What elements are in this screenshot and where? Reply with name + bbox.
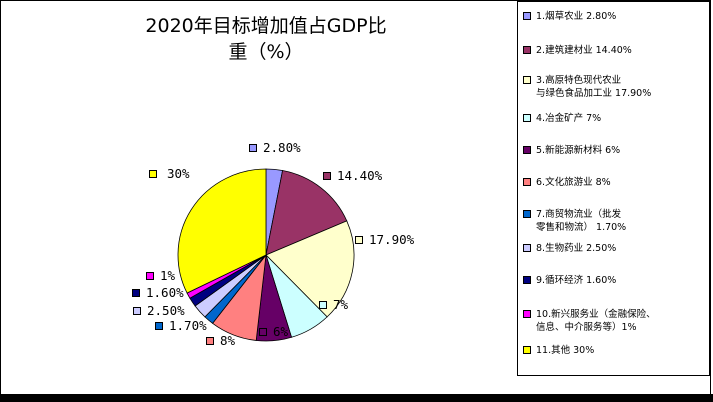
legend-item-9: 9.循环经济 1.60% [523,274,708,287]
slice-label-6: 8% [220,333,236,348]
chart-legend: 1.烟草农业 2.80% 2.建筑建材业 14.40% 3.高原特色现代农业 与绿色… [517,1,710,376]
legend-item-5: 5.新能源新材料 6% [523,144,708,157]
legend-item-11: 11.其他 30% [523,344,708,357]
slice-label-swatch-7 [155,322,163,330]
legend-item-3: 3.高原特色现代农业 与绿色食品加工业 17.90% [523,74,708,100]
pie-chart [177,168,355,342]
slice-label-8: 2.50% [147,303,185,318]
slice-label-swatch-10 [146,272,154,280]
slice-label-10: 1% [160,268,176,283]
slice-label-swatch-8 [133,307,141,315]
legend-swatch-1 [523,12,531,20]
legend-swatch-8 [523,244,531,252]
legend-label-10: 10.新兴服务业（金融保险、 信息、中介服务等）1% [536,309,656,333]
legend-item-1: 1.烟草农业 2.80% [523,10,708,23]
legend-label-1: 1.烟草农业 2.80% [536,11,617,22]
legend-swatch-3 [523,76,531,84]
legend-item-4: 4.冶金矿产 7% [523,112,708,125]
slice-label-7: 1.70% [169,318,207,333]
slice-label-swatch-1 [249,144,257,152]
legend-item-8: 8.生物药业 2.50% [523,242,708,255]
slice-label-9: 1.60% [146,285,184,300]
legend-swatch-6 [523,178,531,186]
slice-label-swatch-11 [149,170,157,178]
legend-swatch-4 [523,114,531,122]
slice-label-4: 7% [333,297,349,312]
legend-swatch-11 [523,346,531,354]
chart-title-line-2: 重（%） [228,41,304,63]
legend-swatch-5 [523,146,531,154]
legend-label-2: 2.建筑建材业 14.40% [536,45,632,56]
slice-label-swatch-6 [206,337,214,345]
legend-item-2: 2.建筑建材业 14.40% [523,44,708,57]
pie-slice-3 [265,220,355,318]
legend-label-9: 9.循环经济 1.60% [536,275,617,286]
slice-label-2: 14.40% [337,168,383,183]
chart-title-line-1: 2020年目标增加值占GDP比 [145,15,387,37]
legend-label-4: 4.冶金矿产 7% [536,113,602,124]
legend-swatch-9 [523,276,531,284]
pie-slice-11 [177,168,267,294]
slice-label-swatch-5 [259,328,267,336]
legend-item-10: 10.新兴服务业（金融保险、 信息、中介服务等）1% [523,308,708,334]
legend-label-5: 5.新能源新材料 6% [536,145,621,156]
legend-swatch-2 [523,46,531,54]
legend-label-3: 3.高原特色现代农业 与绿色食品加工业 17.90% [536,75,652,99]
legend-label-6: 6.文化旅游业 8% [536,177,611,188]
slice-label-swatch-4 [319,301,327,309]
legend-item-7: 7.商贸物流业（批发 零售和物流） 1.70% [523,208,708,234]
frame-shadow [0,394,713,402]
legend-label-11: 11.其他 30% [536,345,595,356]
slice-label-swatch-2 [323,172,331,180]
legend-item-6: 6.文化旅游业 8% [523,176,708,189]
pie-slice-2 [265,170,348,256]
chart-title: 2020年目标增加值占GDP比 重（%） [121,13,411,65]
slice-label-11: 30% [167,166,190,181]
legend-swatch-7 [523,210,531,218]
slice-label-3: 17.90% [369,232,415,247]
slice-label-1: 2.80% [263,140,301,155]
slice-label-swatch-9 [132,289,140,297]
legend-swatch-10 [523,310,531,318]
legend-label-7: 7.商贸物流业（批发 零售和物流） 1.70% [536,209,627,233]
slice-label-swatch-3 [355,236,363,244]
slice-label-5: 6% [273,324,289,339]
legend-label-8: 8.生物药业 2.50% [536,243,617,254]
